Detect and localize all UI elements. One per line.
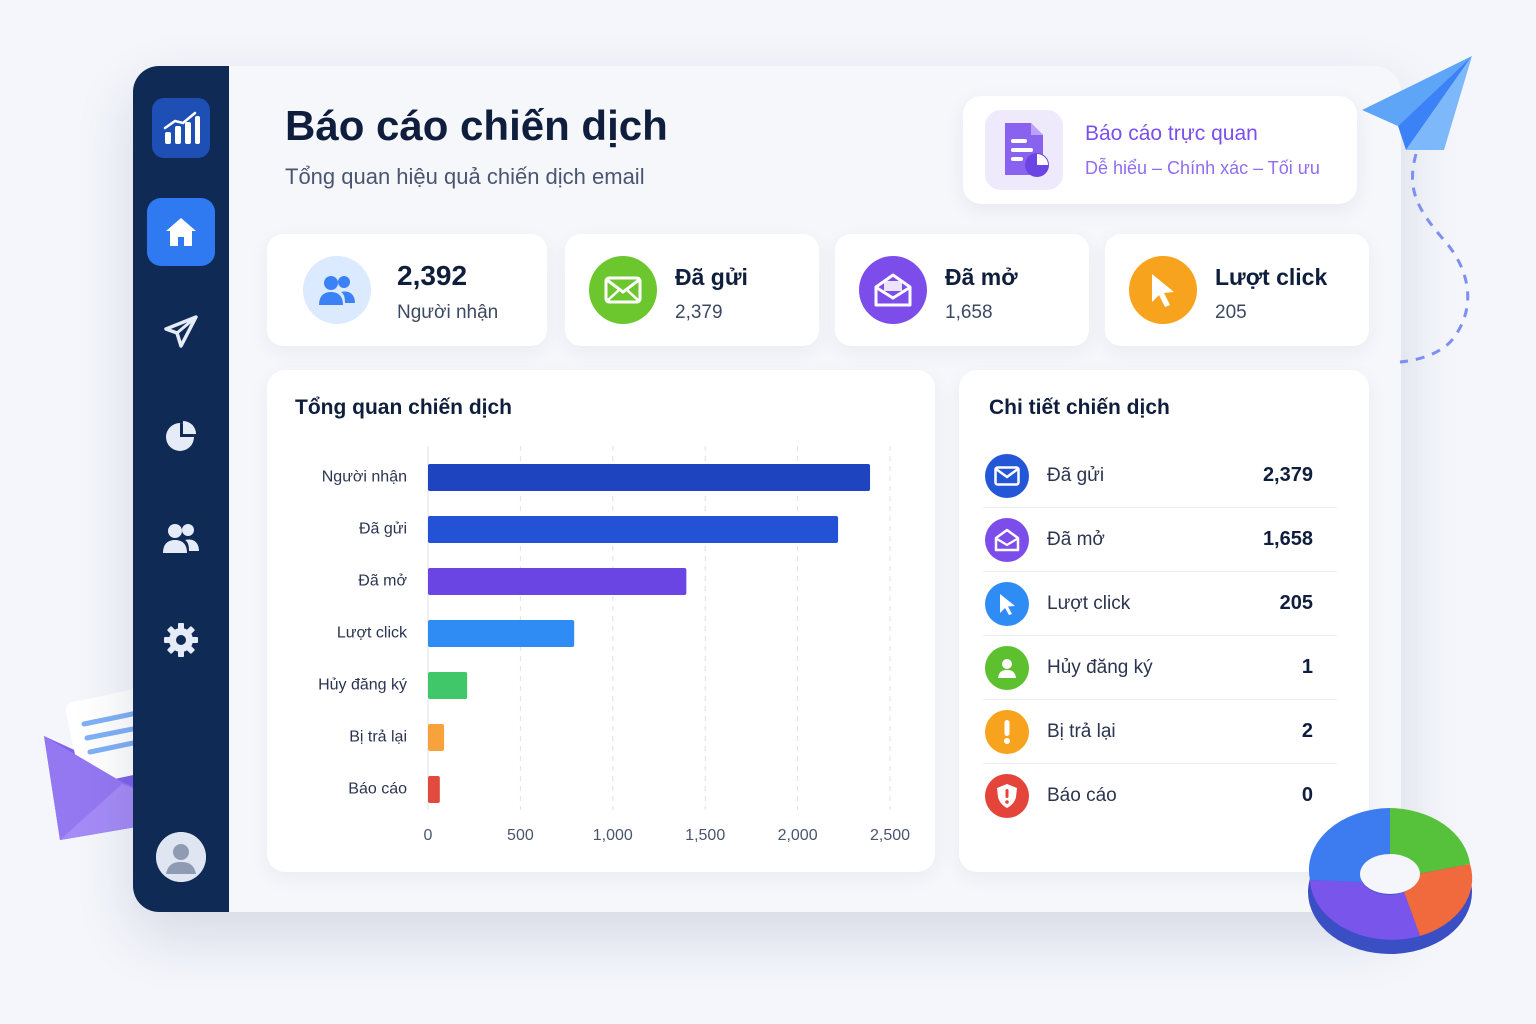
stat-title: Lượt click — [1215, 264, 1328, 290]
stat-value: 2,379 — [675, 302, 723, 323]
page-title: Báo cáo chiến dịch — [285, 102, 668, 149]
x-tick-label: 1,500 — [685, 827, 725, 844]
stat-value: 1,658 — [945, 302, 993, 323]
detail-row-reported[interactable]: Báo cáo 0 — [983, 764, 1337, 828]
stat-card-recipients[interactable]: 2,392 Người nhận — [267, 234, 547, 346]
overview-bar-chart: 0 500 1,000 1,500 2,000 2,500 Người nhận Đã gửi… — [318, 446, 910, 844]
mail-icon — [985, 454, 1029, 498]
stat-value: 205 — [1215, 302, 1247, 323]
detail-label: Đã mở — [1047, 529, 1105, 550]
x-tick-label: 500 — [507, 827, 534, 844]
chart-bar — [428, 672, 468, 699]
visual-report-banner[interactable]: Báo cáo trực quan Dễ hiểu – Chính xác – … — [963, 96, 1357, 204]
banner-subtitle: Dễ hiểu – Chính xác – Tối ưu — [1085, 158, 1320, 178]
detail-value: 0 — [1301, 784, 1313, 806]
avatar[interactable] — [156, 832, 206, 882]
users-icon — [303, 256, 371, 324]
shield-icon — [985, 774, 1029, 818]
cursor-icon — [985, 582, 1029, 626]
chart-bar — [428, 464, 871, 491]
y-category-label: Đã gửi — [359, 521, 407, 538]
chart-bar — [428, 776, 440, 803]
page-subtitle: Tổng quan hiệu quả chiến dịch email — [285, 164, 645, 189]
detail-row-unsubscribed[interactable]: Hủy đăng ký 1 — [983, 636, 1337, 700]
sidebar — [133, 66, 229, 912]
stat-card-clicks[interactable]: Lượt click 205 — [1105, 234, 1369, 346]
users-icon — [163, 524, 199, 553]
stat-title: Đã gửi — [675, 264, 748, 290]
bar-chart-logo-icon[interactable] — [152, 98, 210, 158]
detail-value: 205 — [1279, 592, 1313, 614]
user-avatar-icon — [156, 832, 206, 882]
stat-value: 2,392 — [397, 260, 468, 291]
cursor-icon — [1129, 256, 1197, 324]
detail-value: 1,658 — [1262, 528, 1313, 550]
sidebar-item-reports[interactable] — [147, 402, 215, 470]
detail-value: 2,379 — [1262, 464, 1313, 486]
banner-title: Báo cáo trực quan — [1085, 122, 1258, 145]
detail-value: 2 — [1301, 720, 1313, 742]
detail-label: Báo cáo — [1047, 785, 1117, 806]
chart-bar — [428, 620, 575, 647]
stat-card-sent[interactable]: Đã gửi 2,379 — [565, 234, 819, 346]
y-category-label: Đã mở — [358, 573, 407, 590]
details-panel: Chi tiết chiến dịch Đã gửi 2,379 Đã mở 1… — [959, 370, 1369, 872]
mail-icon — [589, 256, 657, 324]
x-tick-label: 1,000 — [593, 827, 633, 844]
donut-chart-decoration-icon — [1308, 808, 1473, 954]
chart-bar — [428, 724, 445, 751]
detail-label: Hủy đăng ký — [1047, 657, 1153, 678]
detail-row-opened[interactable]: Đã mở 1,658 — [983, 508, 1337, 572]
detail-row-clicks[interactable]: Lượt click 205 — [983, 572, 1337, 636]
y-category-label: Báo cáo — [348, 781, 407, 798]
mail-open-icon — [859, 256, 927, 324]
detail-label: Lượt click — [1047, 593, 1131, 614]
chart-bar — [428, 568, 687, 595]
detail-value: 1 — [1301, 656, 1313, 678]
paper-plane-decoration-icon — [1362, 56, 1472, 364]
detail-row-sent[interactable]: Đã gửi 2,379 — [983, 444, 1337, 508]
x-tick-label: 2,000 — [778, 827, 818, 844]
panel-title: Chi tiết chiến dịch — [989, 396, 1170, 419]
overview-panel: Tổng quan chiến dịch 0 500 1,000 1,500 2,000… — [267, 370, 935, 872]
y-category-label: Người nhận — [322, 469, 407, 486]
sidebar-item-settings[interactable] — [147, 606, 215, 674]
settings-icon — [164, 623, 198, 657]
stat-title: Đã mở — [945, 264, 1018, 290]
mail-open-icon — [985, 518, 1029, 562]
chart-bar — [428, 516, 839, 543]
sidebar-item-send[interactable] — [147, 298, 215, 366]
sidebar-item-users[interactable] — [147, 504, 215, 572]
dashboard-window: Báo cáo chiến dịch Tổng quan hiệu quả ch… — [133, 66, 1401, 912]
y-category-label: Bị trả lại — [349, 729, 407, 746]
detail-label: Đã gửi — [1047, 465, 1105, 486]
panel-title: Tổng quan chiến dịch — [295, 396, 512, 419]
stat-card-opened[interactable]: Đã mở 1,658 — [835, 234, 1089, 346]
detail-label: Bị trả lại — [1047, 721, 1116, 742]
sidebar-item-home[interactable] — [147, 198, 215, 266]
home-icon — [166, 218, 196, 246]
x-tick-label: 2,500 — [870, 827, 910, 844]
pie-chart-icon — [166, 421, 196, 451]
detail-row-bounced[interactable]: Bị trả lại 2 — [983, 700, 1337, 764]
y-category-label: Hủy đăng ký — [318, 677, 407, 694]
stat-label: Người nhận — [397, 302, 499, 323]
report-icon — [985, 110, 1063, 190]
user-icon — [985, 646, 1029, 690]
alert-icon — [985, 710, 1029, 754]
send-icon — [164, 315, 198, 348]
y-category-label: Lượt click — [337, 625, 408, 642]
x-tick-label: 0 — [424, 827, 433, 844]
